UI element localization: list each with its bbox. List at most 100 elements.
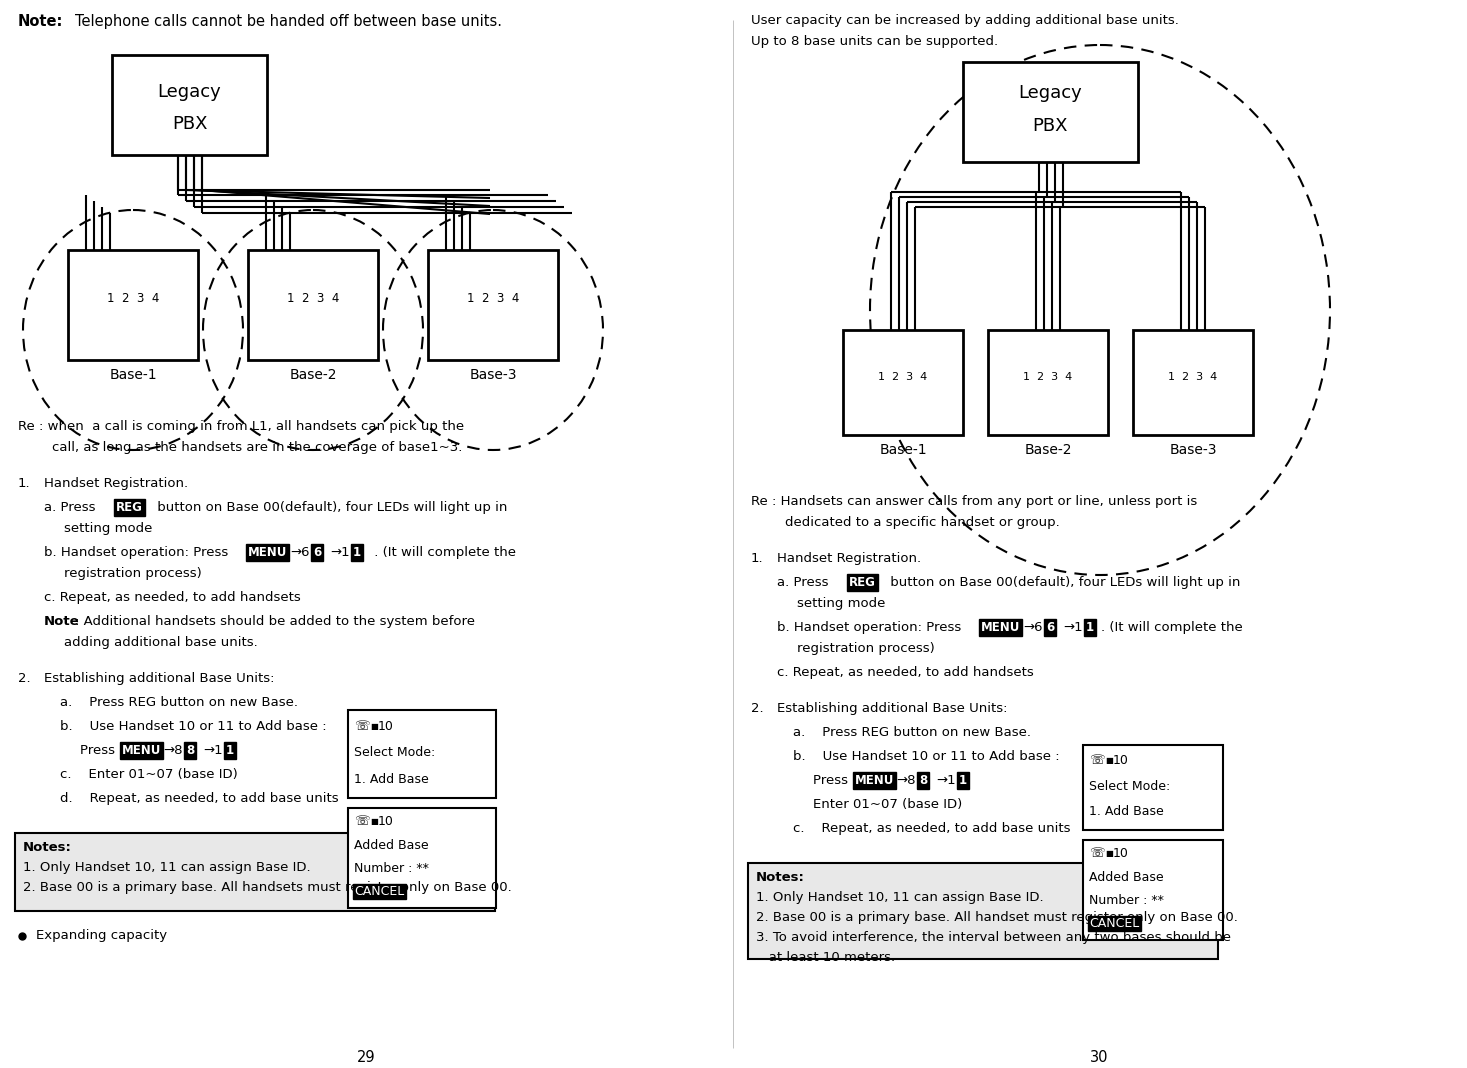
Text: ☏: ☏ [1089, 847, 1105, 861]
Text: Enter 01~07 (base ID): Enter 01~07 (base ID) [813, 798, 962, 811]
Text: Base-3: Base-3 [1169, 443, 1216, 457]
Text: 1  2  3  4: 1 2 3 4 [107, 293, 160, 305]
Text: Number : **: Number : ** [354, 862, 428, 875]
Text: b. Handset operation: Press: b. Handset operation: Press [778, 621, 965, 634]
Text: 29: 29 [356, 1050, 376, 1065]
Text: 2.: 2. [751, 702, 764, 714]
Text: CANCEL: CANCEL [1089, 917, 1140, 930]
Text: b.    Use Handset 10 or 11 to Add base :: b. Use Handset 10 or 11 to Add base : [60, 720, 327, 733]
Bar [67, 250, 198, 360]
Text: 1: 1 [226, 744, 235, 757]
Text: 10: 10 [378, 720, 393, 733]
Text: →8: →8 [896, 774, 915, 787]
Text: Telephone calls cannot be handed off between base units.: Telephone calls cannot be handed off bet… [75, 14, 502, 29]
Text: c.    Enter 01~07 (base ID): c. Enter 01~07 (base ID) [60, 768, 238, 781]
Text: 1: 1 [354, 546, 361, 559]
Text: registration process): registration process) [65, 567, 202, 580]
Text: Establishing additional Base Units:: Establishing additional Base Units: [778, 702, 1008, 714]
Text: 1: 1 [1086, 621, 1094, 634]
Text: Re : when  a call is coming in from L1, all handsets can pick up the: Re : when a call is coming in from L1, a… [18, 420, 464, 433]
Text: ■: ■ [370, 722, 378, 731]
Text: 6: 6 [1046, 621, 1055, 634]
Text: 1  2  3  4: 1 2 3 4 [1024, 372, 1072, 381]
Text: Expanding capacity: Expanding capacity [37, 929, 167, 942]
Bar [987, 330, 1108, 435]
Text: registration process): registration process) [797, 642, 934, 655]
Text: 3. To avoid interference, the interval between any two bases should be: 3. To avoid interference, the interval b… [756, 931, 1231, 944]
Text: Base-3: Base-3 [469, 368, 516, 382]
Bar [962, 62, 1138, 162]
Text: a.    Press REG button on new Base.: a. Press REG button on new Base. [60, 696, 298, 709]
Text: c. Repeat, as needed, to add handsets: c. Repeat, as needed, to add handsets [778, 666, 1034, 679]
Bar [1083, 745, 1223, 830]
Text: . (It will complete the: . (It will complete the [370, 546, 516, 559]
Text: button on Base 00(default), four LEDs will light up in: button on Base 00(default), four LEDs wi… [886, 576, 1241, 588]
Text: setting mode: setting mode [797, 597, 886, 610]
Text: Base-2: Base-2 [1024, 443, 1072, 457]
Text: 2.: 2. [18, 672, 31, 685]
Text: →1: →1 [202, 744, 223, 757]
Text: 10: 10 [1113, 847, 1130, 861]
Text: 10: 10 [1113, 754, 1130, 767]
Bar [1083, 841, 1223, 940]
Text: 2. Base 00 is a primary base. All handset must register only on Base 00.: 2. Base 00 is a primary base. All handse… [756, 911, 1238, 924]
Text: 1. Add Base: 1. Add Base [1089, 805, 1163, 818]
Bar [111, 54, 267, 155]
Text: 30: 30 [1090, 1050, 1108, 1065]
Text: MENU: MENU [248, 546, 288, 559]
Text: Added Base: Added Base [1089, 870, 1163, 883]
Text: 1  2  3  4: 1 2 3 4 [467, 293, 519, 305]
Bar [428, 250, 557, 360]
Text: 1.: 1. [18, 477, 31, 490]
Text: Handset Registration.: Handset Registration. [44, 477, 188, 490]
Text: →8: →8 [163, 744, 182, 757]
Text: Legacy: Legacy [1018, 84, 1083, 103]
Text: dedicated to a specific handset or group.: dedicated to a specific handset or group… [785, 516, 1059, 529]
Text: 1  2  3  4: 1 2 3 4 [288, 293, 339, 305]
Text: . (It will complete the: . (It will complete the [1102, 621, 1243, 634]
Text: 1. Add Base: 1. Add Base [354, 773, 428, 786]
Text: ☏: ☏ [354, 816, 370, 829]
Bar [1133, 330, 1253, 435]
Bar [15, 833, 494, 911]
Text: Re : Handsets can answer calls from any port or line, unless port is: Re : Handsets can answer calls from any … [751, 494, 1197, 508]
Text: Notes:: Notes: [23, 841, 72, 854]
Text: REG: REG [116, 501, 142, 514]
Text: MENU: MENU [981, 621, 1021, 634]
Text: Base-1: Base-1 [879, 443, 927, 457]
Text: ☏: ☏ [354, 720, 370, 733]
Text: a.    Press REG button on new Base.: a. Press REG button on new Base. [794, 726, 1031, 739]
Text: User capacity can be increased by adding additional base units.: User capacity can be increased by adding… [751, 14, 1179, 27]
Text: d.    Repeat, as needed, to add base units: d. Repeat, as needed, to add base units [60, 792, 339, 805]
Text: Press: Press [813, 774, 852, 787]
Text: call, as long as the handsets are in the coverage of base1~3.: call, as long as the handsets are in the… [51, 441, 462, 454]
Text: button on Base 00(default), four LEDs will light up in: button on Base 00(default), four LEDs wi… [153, 501, 508, 514]
Text: MENU: MENU [122, 744, 161, 757]
Text: setting mode: setting mode [65, 522, 153, 535]
Text: 8: 8 [918, 774, 927, 787]
Text: →1: →1 [330, 546, 349, 559]
Text: ☏: ☏ [1089, 754, 1105, 767]
Text: Note:: Note: [18, 14, 63, 29]
Text: CANCEL: CANCEL [354, 885, 405, 898]
Text: Legacy: Legacy [157, 83, 222, 101]
Text: 1: 1 [959, 774, 967, 787]
Text: 8: 8 [186, 744, 194, 757]
Text: Press: Press [81, 744, 119, 757]
Text: a. Press: a. Press [44, 501, 100, 514]
Text: : Additional handsets should be added to the system before: : Additional handsets should be added to… [75, 615, 475, 628]
Text: ■: ■ [1105, 756, 1113, 765]
Text: →6: →6 [1022, 621, 1043, 634]
Text: b.    Use Handset 10 or 11 to Add base :: b. Use Handset 10 or 11 to Add base : [794, 750, 1059, 763]
Text: a. Press: a. Press [778, 576, 833, 588]
Bar [348, 808, 496, 908]
Bar [748, 863, 1218, 959]
Text: 1. Only Handset 10, 11 can assign Base ID.: 1. Only Handset 10, 11 can assign Base I… [23, 861, 311, 874]
Text: c.    Repeat, as needed, to add base units: c. Repeat, as needed, to add base units [794, 822, 1071, 835]
Text: PBX: PBX [172, 115, 207, 134]
Text: Number : **: Number : ** [1089, 894, 1163, 907]
Text: ■: ■ [370, 817, 378, 827]
Text: Notes:: Notes: [756, 871, 805, 884]
Text: at least 10 meters.: at least 10 meters. [756, 951, 895, 964]
Text: Note: Note [44, 615, 79, 628]
